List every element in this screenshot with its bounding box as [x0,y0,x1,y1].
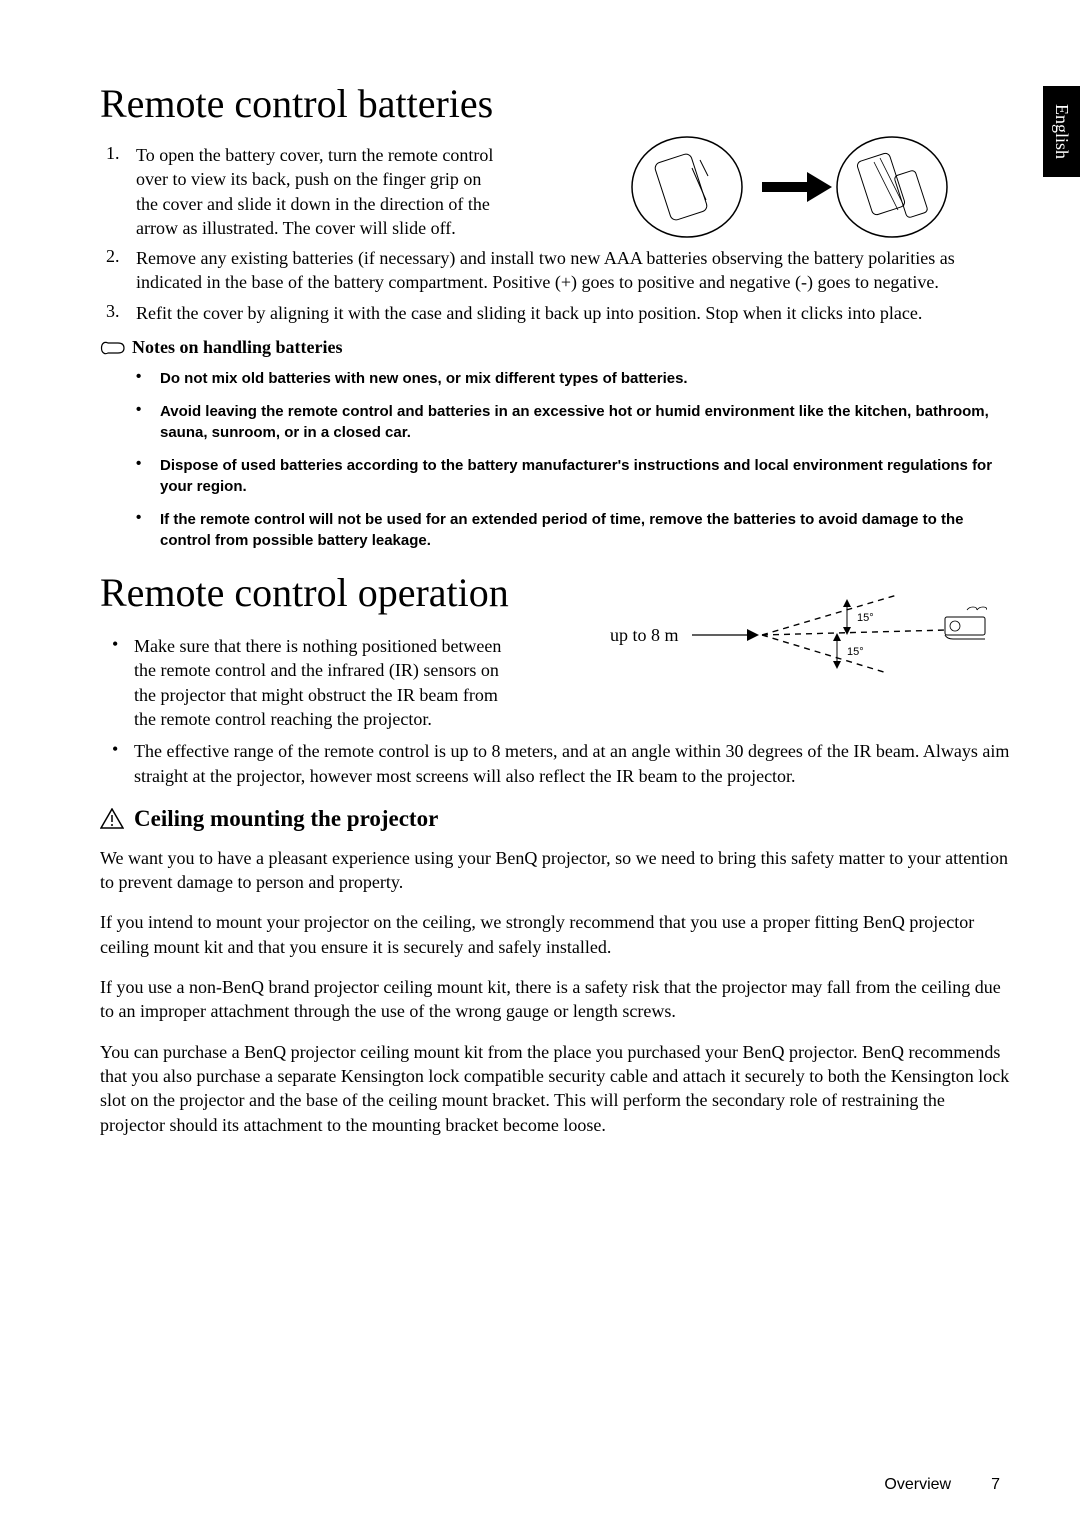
op-dot: • [100,634,134,731]
bullet-text: If the remote control will not be used f… [160,509,1010,551]
ceiling-title: Ceiling mounting the projector [134,806,438,832]
section1-title: Remote control batteries [100,80,1010,127]
ol-text: Remove any existing batteries (if necess… [136,246,1010,295]
op-text: The effective range of the remote contro… [134,739,1010,788]
bullet-dot: • [136,368,160,389]
bullet-dot: • [136,509,160,551]
ol-item: 2. Remove any existing batteries (if nec… [100,246,1010,295]
bullet-item: •If the remote control will not be used … [136,509,1010,551]
angle-top: 15° [857,612,874,624]
op-dot: • [100,739,134,788]
bullet-dot: • [136,455,160,497]
hand-pointing-icon [100,338,126,358]
para: You can purchase a BenQ projector ceilin… [100,1040,1010,1137]
notes-title: Notes on handling batteries [132,337,343,358]
bullet-text: Do not mix old batteries with new ones, … [160,368,688,389]
bullet-text: Dispose of used batteries according to t… [160,455,1010,497]
bullet-item: •Dispose of used batteries according to … [136,455,1010,497]
ol-number: 1. [100,143,136,240]
ol-number: 2. [100,246,136,295]
footer-page-number: 7 [991,1476,1000,1494]
fig2-label: up to 8 m [610,625,679,646]
bullet-item: •Avoid leaving the remote control and ba… [136,401,1010,443]
remote-range-illustration: up to 8 m 15° 15° [610,585,1000,685]
ceiling-header: Ceiling mounting the projector [100,806,1010,832]
op-item: •The effective range of the remote contr… [100,739,1010,788]
op-text: Make sure that there is nothing position… [134,634,514,731]
ol-text: To open the battery cover, turn the remo… [136,143,496,240]
para: If you use a non-BenQ brand projector ce… [100,975,1010,1024]
bullet-item: •Do not mix old batteries with new ones,… [136,368,1010,389]
ol-number: 3. [100,301,136,325]
bullet-text: Avoid leaving the remote control and bat… [160,401,1010,443]
para: If you intend to mount your projector on… [100,910,1010,959]
ol-text: Refit the cover by aligning it with the … [136,301,1010,325]
battery-cover-illustration [622,132,952,242]
angle-bot: 15° [847,646,864,658]
notes-bullets: •Do not mix old batteries with new ones,… [136,368,1010,551]
para: We want you to have a pleasant experienc… [100,846,1010,895]
notes-header: Notes on handling batteries [100,337,1010,358]
page-footer: Overview 7 [884,1476,1000,1494]
warning-icon [100,808,124,830]
bullet-dot: • [136,401,160,443]
footer-section: Overview [884,1476,951,1494]
ol-item: 3. Refit the cover by aligning it with t… [100,301,1010,325]
lang-tab: English [1043,86,1080,177]
